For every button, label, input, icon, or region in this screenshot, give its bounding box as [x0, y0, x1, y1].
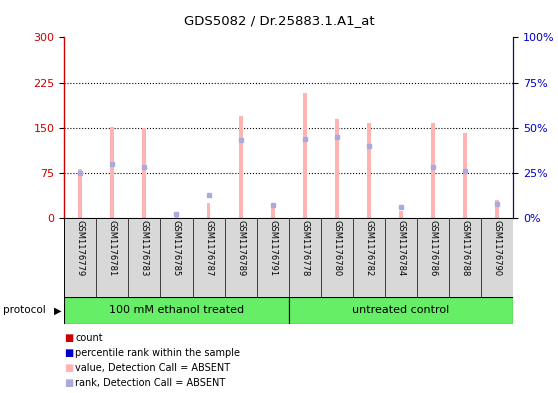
Bar [367, 123, 371, 218]
Bar [335, 119, 339, 218]
Text: GSM1176781: GSM1176781 [108, 220, 117, 277]
Bar [239, 116, 243, 218]
Text: GSM1176779: GSM1176779 [76, 220, 85, 277]
Text: value, Detection Call = ABSENT: value, Detection Call = ABSENT [75, 363, 230, 373]
Text: GSM1176789: GSM1176789 [236, 220, 245, 277]
Text: GSM1176786: GSM1176786 [429, 220, 437, 277]
Bar [64, 297, 289, 324]
Bar [271, 205, 275, 218]
Text: GSM1176780: GSM1176780 [333, 220, 341, 277]
Text: GSM1176787: GSM1176787 [204, 220, 213, 277]
Bar [78, 169, 82, 218]
Bar [110, 127, 114, 218]
Bar [496, 200, 499, 218]
Text: GSM1176784: GSM1176784 [397, 220, 406, 277]
Text: ■: ■ [64, 333, 74, 343]
Bar [463, 132, 467, 218]
Text: untreated control: untreated control [353, 305, 450, 316]
Text: percentile rank within the sample: percentile rank within the sample [75, 348, 240, 358]
Text: GSM1176782: GSM1176782 [364, 220, 373, 277]
Text: rank, Detection Call = ABSENT: rank, Detection Call = ABSENT [75, 378, 225, 388]
Text: ■: ■ [64, 378, 74, 388]
Bar [289, 297, 513, 324]
Text: GSM1176785: GSM1176785 [172, 220, 181, 277]
Text: GSM1176788: GSM1176788 [461, 220, 470, 277]
Text: ▶: ▶ [54, 305, 61, 316]
Text: ■: ■ [64, 363, 74, 373]
Text: GDS5082 / Dr.25883.1.A1_at: GDS5082 / Dr.25883.1.A1_at [184, 14, 374, 27]
Bar [206, 203, 210, 218]
Text: protocol: protocol [3, 305, 46, 316]
Text: count: count [75, 333, 103, 343]
Bar [142, 128, 146, 218]
Text: ■: ■ [64, 348, 74, 358]
Bar [175, 213, 179, 218]
Bar [303, 93, 307, 218]
Bar [399, 211, 403, 218]
Bar [431, 123, 435, 218]
Text: GSM1176778: GSM1176778 [300, 220, 309, 277]
Text: GSM1176783: GSM1176783 [140, 220, 149, 277]
Text: 100 mM ethanol treated: 100 mM ethanol treated [109, 305, 244, 316]
Text: GSM1176791: GSM1176791 [268, 220, 277, 277]
Text: GSM1176790: GSM1176790 [493, 220, 502, 277]
